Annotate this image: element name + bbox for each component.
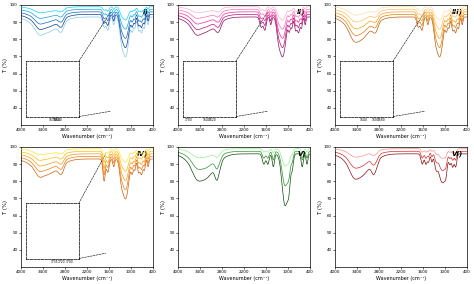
X-axis label: Wavenumber (cm⁻¹): Wavenumber (cm⁻¹) [376,133,426,139]
X-axis label: Wavenumber (cm⁻¹): Wavenumber (cm⁻¹) [62,133,112,139]
Text: II): II) [297,9,306,15]
Y-axis label: T (%): T (%) [161,58,165,72]
X-axis label: Wavenumber (cm⁻¹): Wavenumber (cm⁻¹) [219,133,269,139]
Text: V): V) [297,151,306,157]
Y-axis label: T (%): T (%) [161,200,165,214]
Y-axis label: T (%): T (%) [3,200,9,214]
Text: III): III) [452,9,463,15]
Text: VI): VI) [451,151,463,157]
X-axis label: Wavenumber (cm⁻¹): Wavenumber (cm⁻¹) [219,275,269,281]
X-axis label: Wavenumber (cm⁻¹): Wavenumber (cm⁻¹) [376,275,426,281]
Text: I): I) [143,9,148,15]
Y-axis label: T (%): T (%) [3,58,9,72]
X-axis label: Wavenumber (cm⁻¹): Wavenumber (cm⁻¹) [62,275,112,281]
Text: IV): IV) [137,151,148,157]
Y-axis label: T (%): T (%) [318,200,323,214]
Y-axis label: T (%): T (%) [318,58,323,72]
